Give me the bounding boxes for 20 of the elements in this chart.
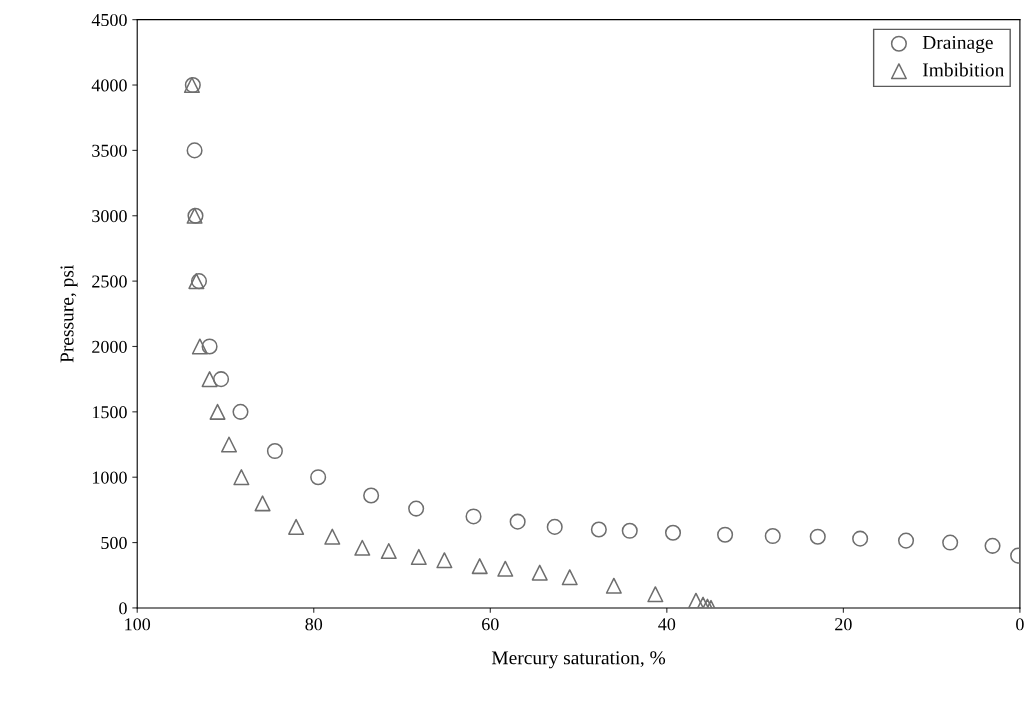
y-tick-label: 4500: [91, 13, 127, 27]
x-tick-label: 100: [125, 618, 151, 631]
y-tick-label: 1500: [92, 406, 127, 419]
x-tick-label: 20: [835, 618, 852, 631]
x-tick-label: 80: [305, 618, 323, 631]
x-tick-label: 40: [658, 618, 676, 631]
x-tick-label: 60: [482, 618, 499, 631]
x-axis-title: Mercury saturation, %: [491, 651, 666, 669]
legend-label: Drainage: [922, 35, 993, 54]
y-tick-label: 4000: [91, 79, 127, 92]
y-tick-label: 1000: [92, 471, 127, 484]
y-tick-label: 2000: [92, 340, 127, 353]
y-tick-label: 0: [119, 602, 127, 615]
y-tick-label: 500: [101, 536, 127, 550]
y-tick-label: 3500: [92, 144, 127, 157]
y-tick-label: 2500: [92, 275, 127, 288]
y-axis-title: Pressure, psi: [60, 265, 78, 363]
legend-label: Imbibition: [922, 62, 1005, 77]
y-tick-label: 3000: [92, 210, 127, 223]
x-tick-label: 0: [1016, 618, 1024, 631]
